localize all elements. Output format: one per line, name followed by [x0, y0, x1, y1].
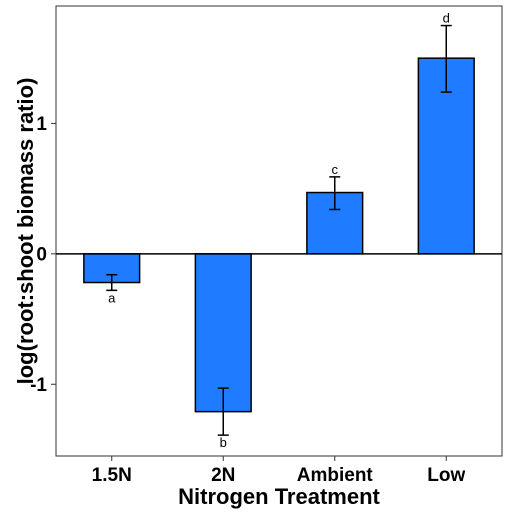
x-tick-label: Ambient — [297, 465, 374, 486]
significance-letter: d — [443, 11, 450, 26]
significance-letter: c — [332, 162, 339, 177]
y-tick-label: -1 — [30, 375, 47, 396]
error-bars-layer — [106, 24, 452, 436]
x-axis-title: Nitrogen Treatment — [178, 484, 380, 509]
y-tick-label: 0 — [36, 244, 47, 265]
x-tick-label: 1.5N — [92, 465, 132, 486]
x-axis: 1.5N 2N Ambient Low — [92, 456, 465, 486]
bars-layer — [83, 57, 475, 413]
bar-2n — [194, 253, 252, 413]
significance-letter: b — [220, 435, 227, 450]
significance-letters-layer: a b c d — [108, 11, 450, 451]
plot-frame — [55, 5, 503, 457]
y-tick-label: 1 — [36, 114, 47, 135]
x-tick-label: Low — [427, 465, 465, 486]
y-axis-title: log(root:shoot biomass ratio) — [13, 78, 38, 385]
y-axis: -1 0 1 — [30, 114, 56, 396]
significance-letter: a — [108, 290, 116, 305]
x-tick-label: 2N — [211, 465, 235, 486]
